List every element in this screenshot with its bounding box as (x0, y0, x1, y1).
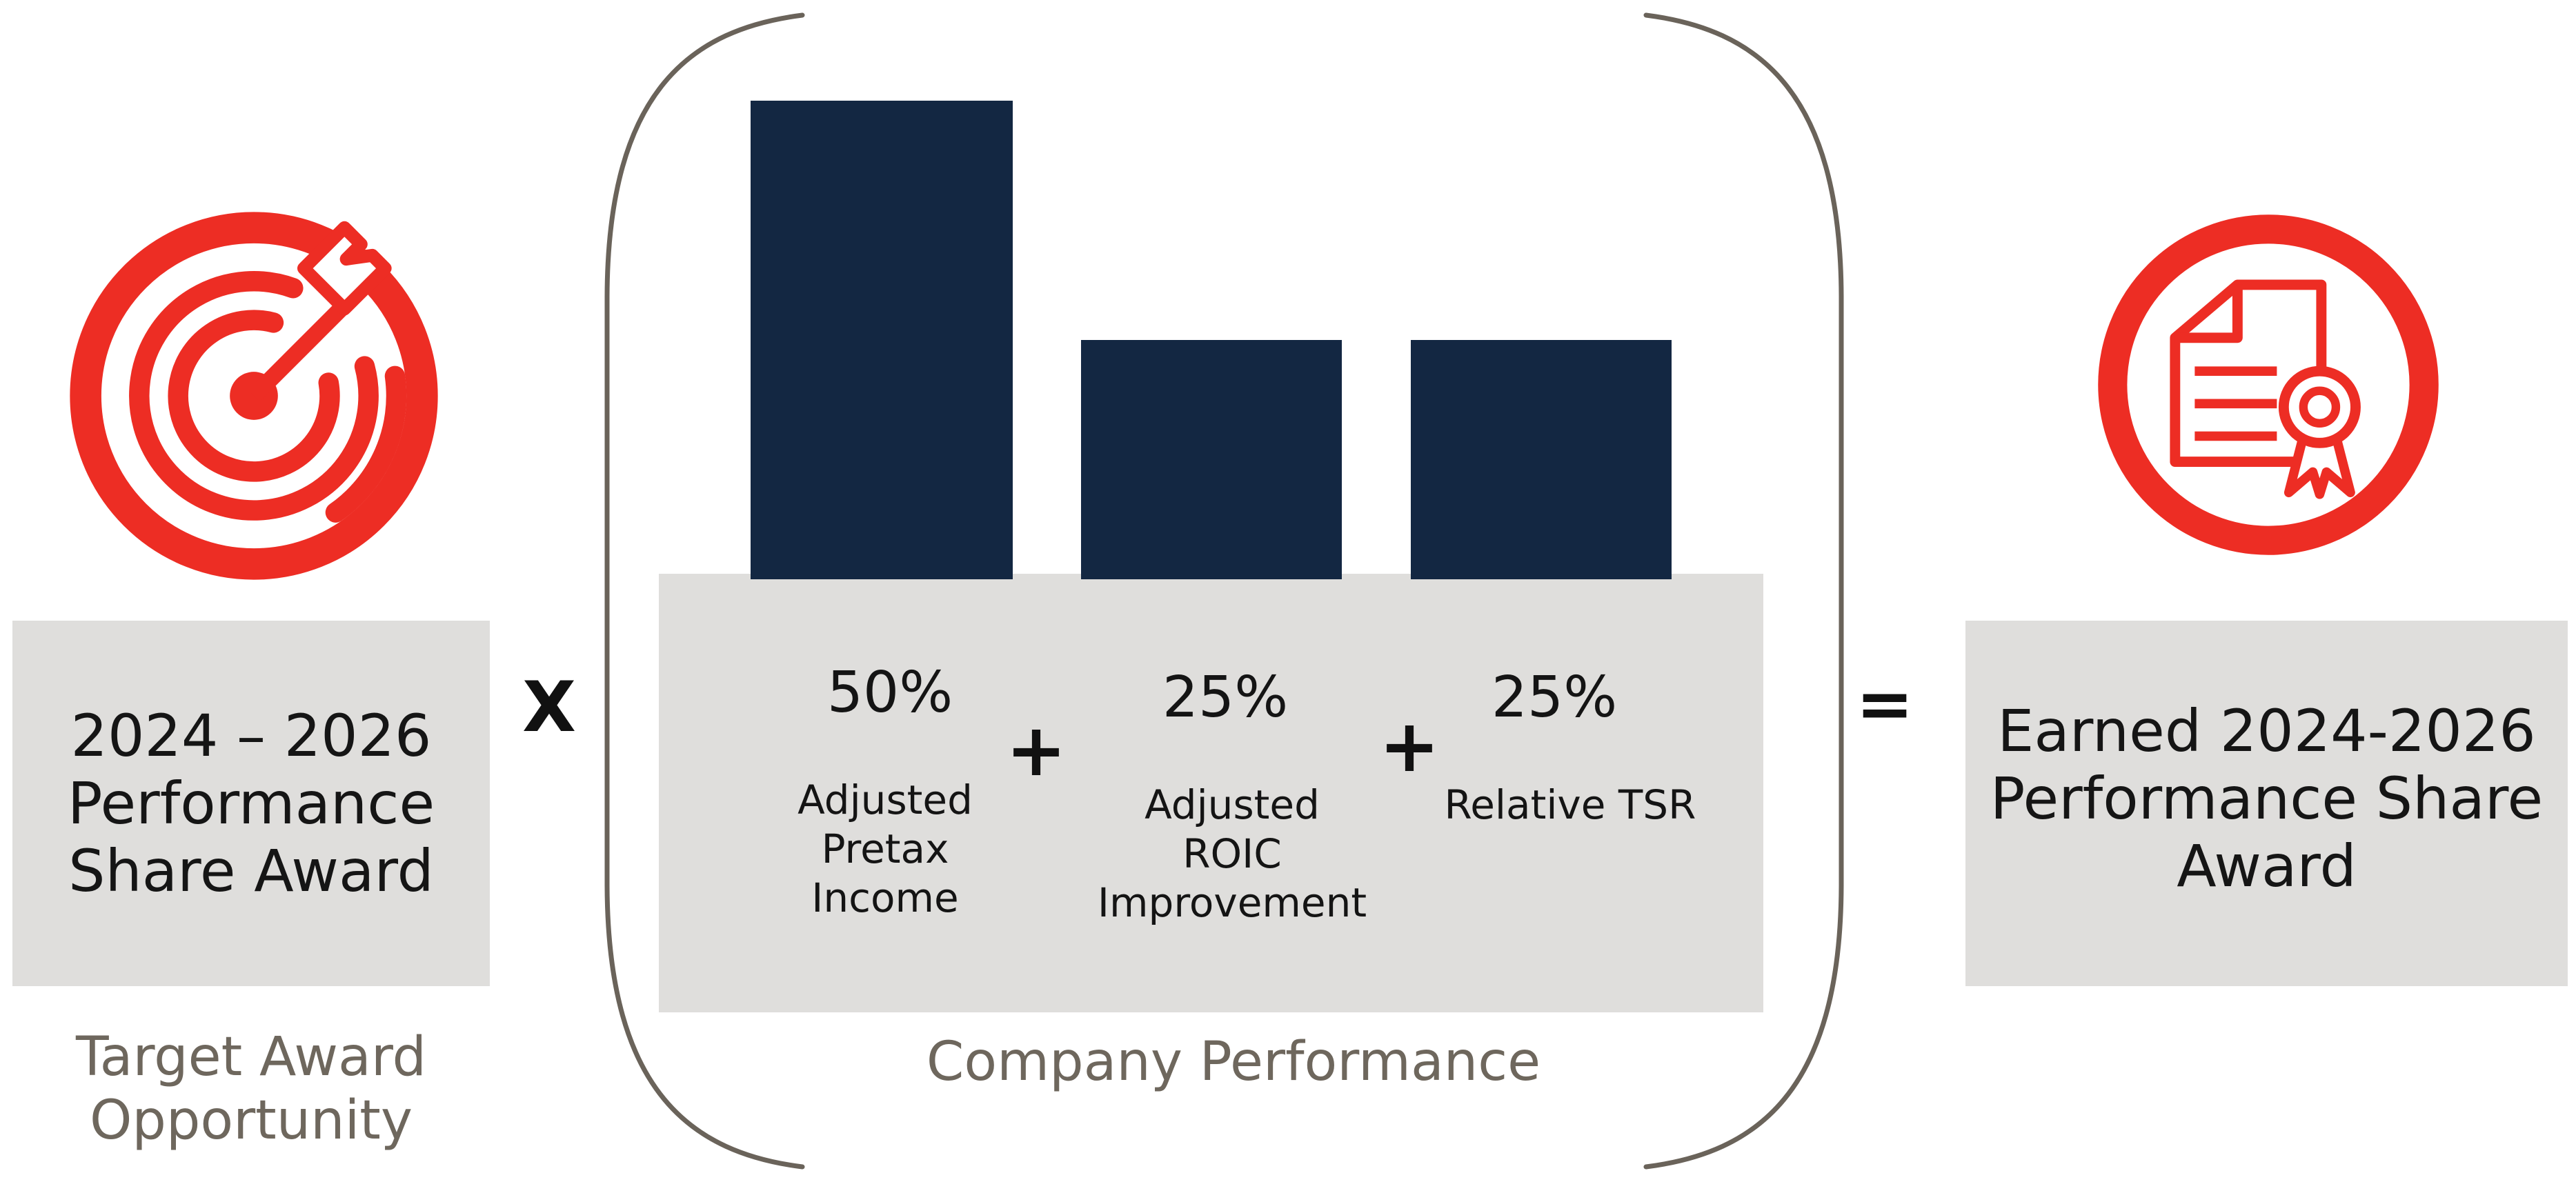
dart-fletching (297, 221, 392, 316)
earned-award-box-text: Earned 2024-2026 Performance Share Award (1965, 621, 2568, 986)
label-line: Improvement (1097, 879, 1367, 926)
bar-adjusted-pretax-income (751, 101, 1013, 579)
label-relative-tsr: Relative TSR (1432, 781, 1708, 830)
target-award-caption: Target Award Opportunity (12, 1025, 490, 1152)
target-award-line: 2024 – 2026 (70, 702, 432, 770)
weight-adjusted-pretax-income: 50% (826, 660, 953, 725)
bar-relative-tsr (1411, 340, 1672, 579)
company-performance-box (659, 574, 1763, 1012)
target-award-box-text: 2024 – 2026 Performance Share Award (12, 621, 490, 986)
certificate-fold (2174, 284, 2243, 343)
earned-award-box (1965, 621, 2568, 986)
company-performance-caption: Company Performance (926, 1031, 1541, 1093)
caption-line: Target Award (75, 1026, 427, 1088)
weight-relative-tsr: 25% (1491, 665, 1618, 730)
certificate-outer-ring (2098, 214, 2439, 555)
plus-operator: + (1006, 708, 1067, 792)
label-line: Adjusted ROIC (1145, 781, 1320, 877)
dart-shaft (248, 301, 349, 402)
target-icon (70, 212, 438, 580)
label-line: Adjusted (797, 777, 973, 823)
label-adjusted-pretax-income: Adjusted Pretax Income (782, 776, 989, 923)
earned-award-line: Award (2177, 832, 2357, 900)
certificate-icon (2098, 214, 2439, 555)
certificate-rosette-center (2299, 386, 2341, 428)
weight-adjusted-roic-improvement: 25% (1162, 665, 1289, 730)
earned-award-line: Earned 2024-2026 (1997, 697, 2536, 765)
target-middle-arc (129, 271, 379, 521)
plus-operator: + (1379, 704, 1440, 788)
bar-adjusted-roic-improvement (1081, 340, 1342, 579)
label-line: Income (811, 874, 959, 921)
target-outer-ring (70, 212, 438, 580)
equals-operator: = (1856, 663, 1914, 744)
label-line: Relative TSR (1444, 781, 1696, 828)
label-adjusted-roic-improvement: Adjusted ROIC Improvement (1094, 781, 1370, 928)
caption-line: Opportunity (89, 1090, 413, 1152)
target-award-box (12, 621, 490, 986)
target-award-line: Share Award (68, 837, 434, 905)
target-ripple-arc (325, 365, 407, 523)
earned-award-line: Performance Share (1990, 765, 2544, 832)
target-award-line: Performance (67, 770, 435, 837)
multiply-operator: X (522, 666, 576, 748)
target-inner-arc (168, 310, 340, 482)
label-line: Pretax (821, 825, 949, 872)
